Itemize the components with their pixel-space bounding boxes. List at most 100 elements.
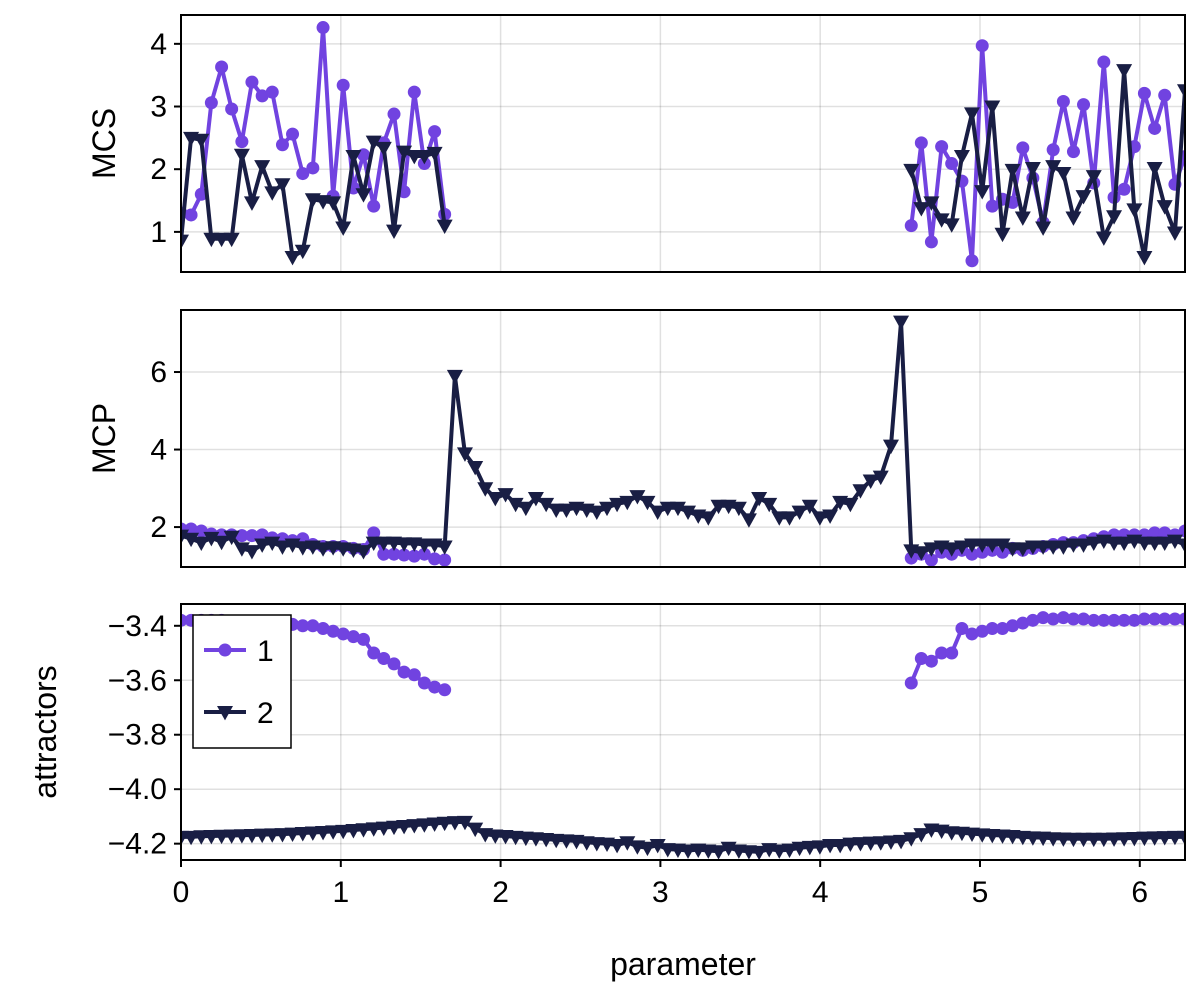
data-point [1004, 542, 1021, 557]
data-point [1065, 538, 1082, 553]
data-point [1097, 613, 1111, 627]
data-point [1168, 612, 1182, 626]
data-point [1016, 141, 1030, 155]
data-point [1166, 830, 1183, 846]
data-point [751, 845, 768, 860]
data-point [477, 482, 494, 497]
data-point [1117, 182, 1131, 196]
data-point [791, 841, 808, 857]
data-point [1055, 540, 1072, 555]
data-point [396, 145, 413, 161]
y-tick-label: 3 [150, 91, 167, 124]
data-point [1107, 613, 1121, 627]
data-point [680, 844, 697, 859]
data-point [406, 150, 423, 165]
legend-label: 1 [257, 635, 274, 668]
data-point [822, 839, 839, 854]
data-point [527, 492, 544, 507]
series-2 [181, 64, 1185, 266]
data-point [994, 227, 1011, 243]
data-point [1046, 612, 1060, 626]
data-point [315, 542, 332, 557]
data-point [1095, 231, 1112, 246]
data-point [416, 818, 433, 833]
data-point [955, 622, 969, 636]
data-point [1085, 536, 1102, 551]
data-point [235, 135, 249, 149]
series-2 [181, 815, 1185, 860]
data-point [428, 125, 442, 139]
data-point [710, 499, 727, 515]
data-point [1055, 166, 1072, 182]
y-tick-label: −3.4 [108, 610, 167, 643]
plot-frame [180, 603, 1186, 861]
data-point [264, 536, 281, 551]
data-point [365, 822, 382, 837]
data-point [975, 624, 989, 638]
data-point [996, 622, 1010, 636]
data-point [183, 532, 200, 548]
data-point [1045, 540, 1062, 555]
data-point [1024, 540, 1041, 555]
data-point [407, 549, 421, 563]
x-tick-label: 5 [972, 876, 989, 909]
data-point [1045, 160, 1062, 175]
data-point [426, 146, 443, 162]
y-tick-label: 2 [150, 511, 167, 544]
data-point [893, 834, 910, 850]
data-point [872, 836, 889, 851]
data-point [1014, 542, 1031, 557]
data-point [1045, 832, 1062, 847]
data-point [852, 484, 869, 499]
data-point [294, 541, 311, 556]
data-point [1177, 84, 1185, 99]
data-point [781, 511, 798, 526]
data-point [467, 460, 484, 476]
data-point [274, 828, 291, 843]
data-point [255, 89, 269, 103]
data-point [1046, 143, 1060, 157]
data-point [811, 511, 828, 526]
data-point [893, 315, 910, 331]
data-point [1146, 536, 1163, 551]
data-point [456, 815, 473, 831]
x-tick-label: 1 [332, 876, 349, 909]
data-point [213, 232, 230, 248]
data-point [1106, 536, 1123, 551]
x-tick-label: 4 [812, 876, 829, 909]
data-point [355, 545, 372, 560]
data-point [356, 632, 370, 646]
data-point [215, 60, 229, 74]
data-point [1036, 611, 1050, 625]
series-line [181, 819, 1185, 854]
data-point [335, 824, 352, 840]
plot-frame [180, 14, 1186, 273]
data-point [751, 492, 768, 507]
data-point [233, 829, 250, 844]
data-point [609, 839, 626, 854]
data-point [924, 235, 938, 249]
data-point [1095, 832, 1112, 848]
data-point [1006, 619, 1020, 633]
data-point [1035, 221, 1052, 236]
data-point [1077, 612, 1091, 626]
data-point [456, 447, 473, 462]
data-point [335, 221, 352, 236]
legend-entry-1: 1 [204, 635, 274, 668]
data-point [1016, 616, 1030, 630]
data-point [243, 196, 260, 211]
data-point [181, 529, 189, 545]
data-point [791, 505, 808, 520]
data-point [428, 552, 442, 566]
data-point [1024, 831, 1041, 846]
x-tick-label: 2 [492, 876, 509, 909]
data-point [407, 668, 421, 682]
legend-label: 2 [257, 697, 274, 730]
data-point [903, 832, 920, 847]
data-point [904, 219, 918, 233]
data-point [223, 530, 240, 546]
data-point [243, 545, 260, 560]
data-point [446, 816, 463, 831]
data-point [1085, 170, 1102, 185]
triangle-marker-icon [217, 706, 233, 721]
